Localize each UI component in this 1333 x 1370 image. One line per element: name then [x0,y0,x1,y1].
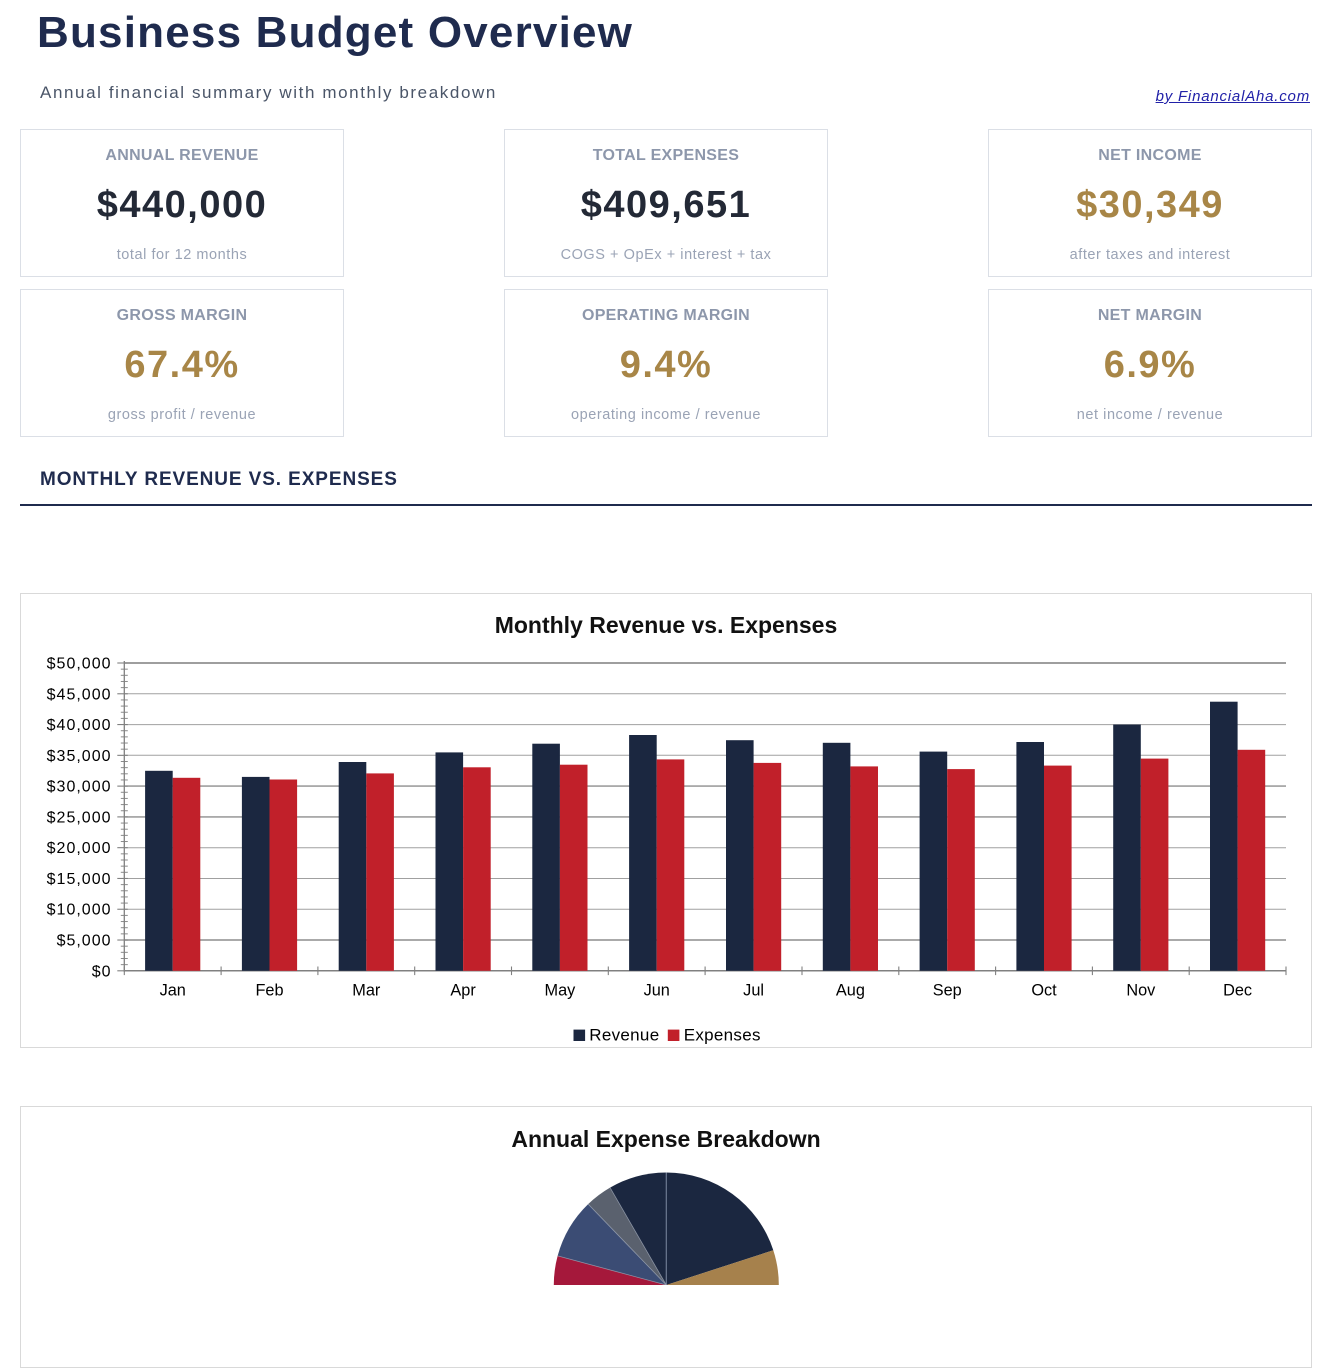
svg-text:Oct: Oct [1031,981,1057,999]
svg-text:Mar: Mar [352,981,381,999]
svg-text:$25,000: $25,000 [47,809,112,826]
svg-text:Sep: Sep [933,981,962,999]
svg-text:May: May [545,981,577,999]
svg-text:$0: $0 [92,963,112,980]
svg-text:Expenses: Expenses [684,1026,761,1045]
svg-text:Jun: Jun [644,981,670,999]
svg-text:$40,000: $40,000 [47,717,112,734]
svg-text:$50,000: $50,000 [47,656,112,673]
svg-text:Nov: Nov [1126,981,1156,999]
svg-text:$30,000: $30,000 [47,779,112,796]
svg-text:Aug: Aug [836,981,865,999]
svg-text:$20,000: $20,000 [47,840,112,857]
svg-text:Jan: Jan [160,981,186,999]
svg-text:Annual Expense Breakdown: Annual Expense Breakdown [511,1126,820,1152]
svg-text:Revenue: Revenue [589,1026,659,1045]
svg-text:Jul: Jul [743,981,764,999]
svg-text:Apr: Apr [450,981,476,999]
svg-text:Feb: Feb [255,981,283,999]
svg-text:$45,000: $45,000 [47,686,112,703]
svg-text:$5,000: $5,000 [57,933,112,950]
svg-text:$35,000: $35,000 [47,748,112,765]
svg-text:Dec: Dec [1223,981,1252,999]
svg-text:$15,000: $15,000 [47,871,112,888]
svg-text:$10,000: $10,000 [47,902,112,919]
svg-text:Monthly Revenue vs. Expenses: Monthly Revenue vs. Expenses [495,612,838,638]
